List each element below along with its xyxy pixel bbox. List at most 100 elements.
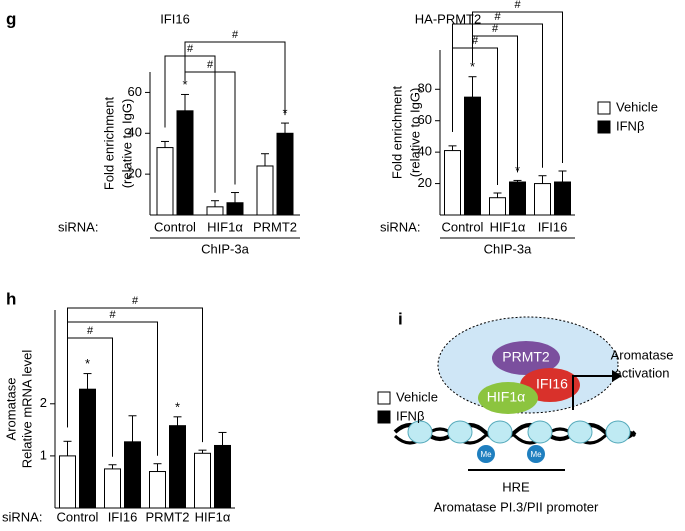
- significance-star: *: [85, 356, 90, 371]
- bar: [176, 110, 194, 216]
- methyl: [477, 445, 495, 463]
- element-label: HRE: [502, 479, 530, 494]
- bar: [214, 444, 231, 509]
- protein: [492, 341, 560, 375]
- chart-title: HA-PRMT2: [415, 11, 481, 26]
- arrow: [572, 375, 612, 410]
- legend-label: IFNβ: [396, 408, 424, 423]
- y-tick-label: 80: [418, 81, 432, 96]
- x-tick-label: Control: [442, 219, 484, 234]
- protein-label: HIF1α: [487, 389, 525, 405]
- x-tick-label: Control: [57, 509, 99, 524]
- dna: [393, 427, 637, 445]
- y-tick-label: 20: [418, 175, 432, 190]
- bar: [169, 425, 186, 509]
- x-prefix: siRNA:: [2, 509, 42, 524]
- x-tick-label: HIF1α: [207, 219, 243, 234]
- bracket: [67, 337, 113, 457]
- y-axis-title: Aromatase: [3, 378, 18, 441]
- bar: [124, 441, 141, 509]
- bracket-label: #: [132, 295, 139, 307]
- bar: [464, 96, 481, 216]
- y-tick-label: 1: [40, 447, 47, 462]
- bar: [444, 150, 461, 216]
- bar: [206, 206, 224, 216]
- methyl-label: Me: [480, 450, 492, 459]
- y-axis-title: (relative to IgG): [407, 88, 422, 178]
- group-label: ChIP-3a: [201, 241, 249, 256]
- legend-swatch: [377, 410, 391, 424]
- bar: [226, 202, 244, 216]
- panel-label: g: [6, 9, 16, 28]
- bracket-label: #: [87, 325, 94, 337]
- bracket-label: #: [514, 0, 521, 11]
- x-tick-label: IFI16: [108, 509, 138, 524]
- y-axis-title: (relative to IgG): [119, 99, 134, 189]
- bracket-label: #: [109, 309, 116, 321]
- bar: [256, 165, 274, 216]
- bracket-label: #: [492, 23, 499, 35]
- panel-label: i: [398, 309, 403, 328]
- x-prefix: siRNA:: [380, 219, 420, 234]
- bracket-label: #: [187, 43, 194, 55]
- legend-label: Vehicle: [396, 389, 438, 404]
- bracket: [184, 41, 286, 116]
- methyl: [527, 445, 545, 463]
- bar: [194, 452, 211, 509]
- y-axis-title: Relative mRNA level: [19, 350, 34, 469]
- x-tick-label: HIF1α: [195, 509, 231, 524]
- bar: [59, 455, 76, 509]
- group-label: ChIP-3a: [484, 241, 532, 256]
- bar: [534, 183, 551, 216]
- y-tick-label: 60: [128, 84, 142, 99]
- significance-star: *: [182, 77, 187, 92]
- arrow-label: Aromatase: [611, 347, 674, 362]
- y-tick-label: 60: [418, 112, 432, 127]
- bar: [276, 132, 294, 216]
- y-tick-label: 2: [40, 395, 47, 410]
- y-tick-label: 40: [128, 125, 142, 140]
- bar: [156, 147, 174, 216]
- bar: [509, 181, 526, 216]
- protein-label: IFI16: [536, 376, 568, 392]
- y-tick-label: 20: [128, 166, 142, 181]
- significance-star: *: [175, 399, 180, 414]
- y-axis-title: Fold enrichment: [101, 97, 116, 191]
- bracket: [184, 71, 236, 185]
- diagram: PRMT2 IFI16 HIF1α Me Me HRE Aromatase PI…: [393, 316, 674, 514]
- legend-swatch: [597, 101, 611, 115]
- promoter-label: Aromatase PI.3/PII promoter: [434, 499, 599, 514]
- bar: [149, 471, 166, 509]
- x-tick-label: PRMT2: [145, 509, 189, 524]
- protein-label: PRMT2: [502, 349, 550, 365]
- legend-label: IFNβ: [616, 118, 644, 133]
- legend-swatch: [377, 391, 391, 405]
- bar: [489, 197, 506, 216]
- bracket: [452, 47, 498, 185]
- chart-title: IFI16: [160, 11, 190, 26]
- x-tick-label: PRMT2: [253, 219, 297, 234]
- bar: [79, 388, 96, 509]
- bracket-label: #: [232, 29, 239, 41]
- bar: [554, 181, 571, 216]
- panel-label: h: [6, 289, 16, 308]
- bracket: [472, 35, 518, 173]
- methyl-label: Me: [530, 450, 542, 459]
- arrow-label: activation: [615, 365, 670, 380]
- protein: [478, 382, 538, 414]
- bracket-label: #: [207, 59, 214, 71]
- bracket-label: #: [472, 35, 479, 47]
- y-tick-label: 40: [418, 144, 432, 159]
- nucleosomes: [407, 420, 631, 444]
- x-prefix: siRNA:: [58, 219, 98, 234]
- significance-star: *: [470, 59, 475, 74]
- arrow-head: [612, 370, 622, 382]
- x-tick-label: HIF1α: [490, 219, 526, 234]
- x-tick-label: Control: [154, 219, 196, 234]
- legend-label: Vehicle: [616, 99, 658, 114]
- legend-swatch: [597, 120, 611, 134]
- bracket: [164, 55, 216, 193]
- bracket-label: #: [494, 11, 501, 23]
